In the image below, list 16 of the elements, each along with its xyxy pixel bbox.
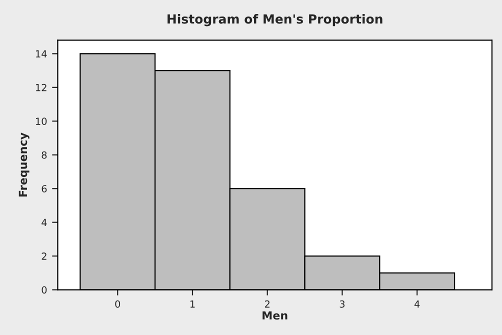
y-tick-label: 2 [42,252,46,260]
y-tick-label: 4 [42,218,47,226]
y-tick-label: 0 [42,286,47,294]
y-tick-label: 8 [42,151,47,159]
x-tick-label: 4 [414,300,420,308]
x-tick-label: 3 [340,300,345,308]
chart-title: Histogram of Men's Proportion [168,14,382,26]
y-tick-label: 12 [36,84,46,92]
x-tick-label: 0 [115,300,120,308]
x-axis-title: Men [262,311,288,320]
y-tick-label: 10 [36,118,47,125]
x-tick-label: 1 [190,300,195,308]
y-tick-label: 14 [36,50,47,58]
y-axis-title: Frequency [18,132,30,196]
x-tick-label: 2 [264,300,270,308]
y-tick-label: 6 [42,185,47,192]
